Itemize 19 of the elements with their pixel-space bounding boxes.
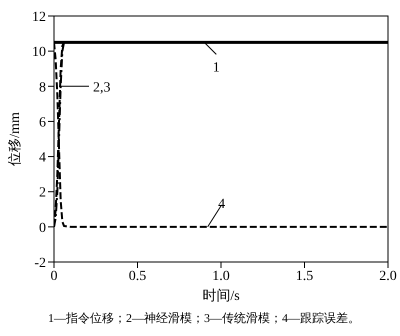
y-tick-label: 4	[39, 150, 46, 166]
x-axis-title: 时间/s	[202, 288, 240, 304]
y-tick-label: -2	[34, 256, 46, 271]
y-tick-label: 0	[39, 220, 46, 236]
x-tick-label: 0	[50, 268, 58, 284]
y-tick-label: 12	[32, 10, 46, 25]
annotation: 2,3	[93, 80, 111, 96]
y-tick-label: 10	[32, 45, 46, 60]
annotation: 4	[218, 196, 226, 212]
text: 1—指令位移；2—神经滑模；3—传统滑模；4—跟踪误差。	[47, 310, 361, 327]
annotation: 1	[212, 60, 220, 76]
y-tick-label: 2	[39, 186, 46, 201]
y-axis-title: 位移/mm	[6, 112, 23, 166]
x-tick-label: 2.0	[379, 268, 397, 284]
x-tick-label: 1.5	[296, 268, 314, 284]
x-tick-label: 0.5	[128, 268, 146, 284]
y-tick-label: 8	[39, 80, 46, 96]
x-tick-label: 1.0	[212, 268, 230, 284]
y-tick-label: 6	[39, 115, 46, 130]
